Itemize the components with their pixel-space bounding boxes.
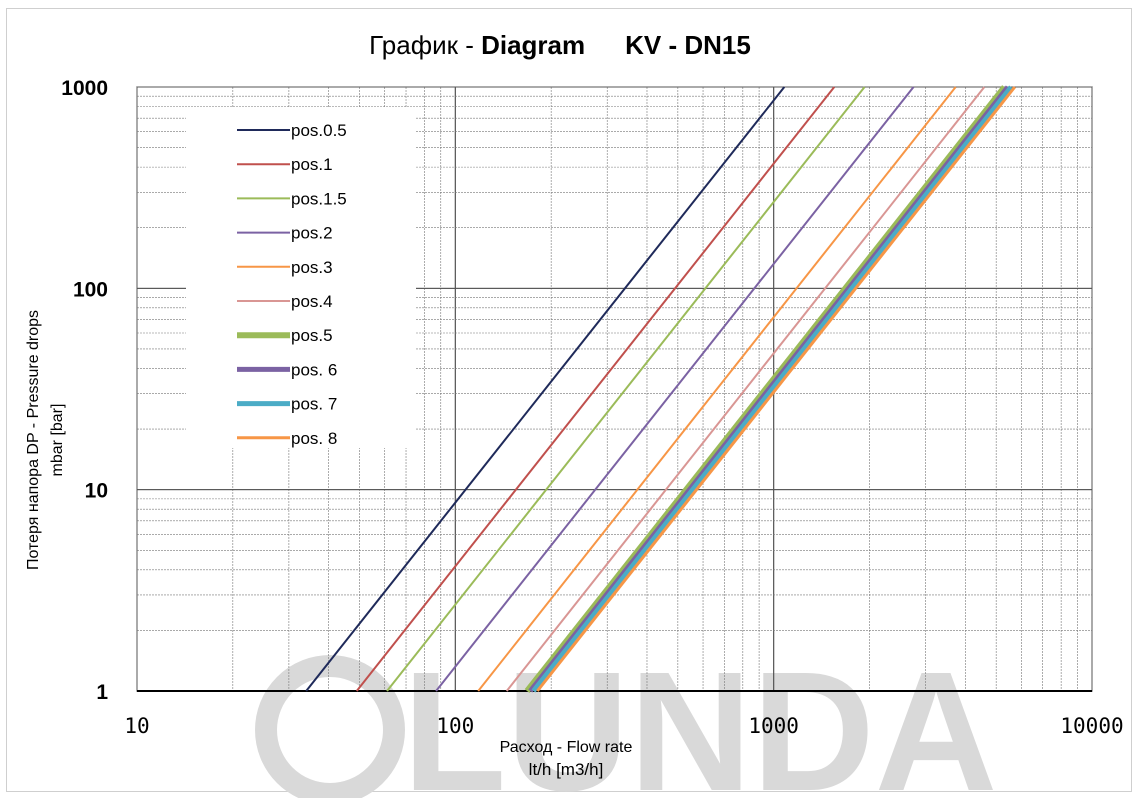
legend-background — [186, 108, 416, 448]
legend-label-5: pos.3 — [291, 258, 333, 277]
legend-label-1: pos.0.5 — [291, 121, 347, 140]
chart-title-part-2: Diagram — [481, 30, 585, 60]
series-line-4 — [435, 86, 915, 692]
chart-title-part-1: График - — [369, 30, 481, 60]
x-tick-label: 1000 — [748, 714, 799, 738]
series-line-6 — [505, 86, 986, 692]
legend-box — [186, 108, 416, 448]
legend-label-3: pos.1.5 — [291, 189, 347, 208]
y-axis-label-line2: mbar [bar] — [49, 404, 66, 477]
legend-label-2: pos.1 — [291, 155, 333, 174]
x-tick-label: 10 — [124, 714, 149, 738]
y-tick-label: 1000 — [61, 77, 108, 100]
y-tick-label: 1 — [96, 681, 108, 704]
legend-label-8: pos. 6 — [291, 360, 337, 379]
x-axis-label-line2: lt/h [m3/h] — [529, 760, 604, 779]
chart-title: График - Diagram KV - DN15 — [369, 30, 751, 60]
watermark-circle — [255, 655, 405, 798]
legend-label-4: pos.2 — [291, 224, 333, 243]
series-line-7 — [524, 85, 1007, 693]
series-line-2 — [355, 86, 836, 692]
legend-label-6: pos.4 — [291, 292, 333, 311]
series-layer — [305, 85, 1016, 693]
series-line-8 — [528, 85, 1010, 693]
chart-title-part-3: KV - DN15 — [625, 30, 751, 60]
legend-label-10: pos. 8 — [291, 429, 337, 448]
tick-labels: 10 100 1000 10000 1 10 100 1000 — [61, 77, 1123, 738]
chart-frame — [6, 8, 1132, 792]
watermark-logo: LUNDA — [255, 637, 998, 798]
y-tick-label: 10 — [85, 480, 108, 503]
y-tick-label: 100 — [73, 278, 108, 301]
series-line-10 — [536, 86, 1016, 692]
series-line-9 — [531, 85, 1014, 693]
y-axis-label-line1: Потеря напора DP - Pressure drops — [25, 310, 42, 570]
legend-label-9: pos. 7 — [291, 395, 337, 414]
x-axis-label-line1: Расход - Flow rate — [500, 739, 633, 756]
legend: pos.0.5 pos.1 pos.1.5 pos.2 pos.3 pos.4 pos.5 p… — [237, 121, 347, 448]
x-tick-label: 10000 — [1060, 714, 1123, 738]
watermark-text: LUNDA — [403, 637, 998, 798]
series-line-3 — [386, 86, 866, 692]
series-line-1 — [305, 86, 786, 692]
legend-label-7: pos.5 — [291, 326, 333, 345]
series-line-5 — [477, 86, 957, 692]
x-tick-label: 100 — [436, 714, 474, 738]
